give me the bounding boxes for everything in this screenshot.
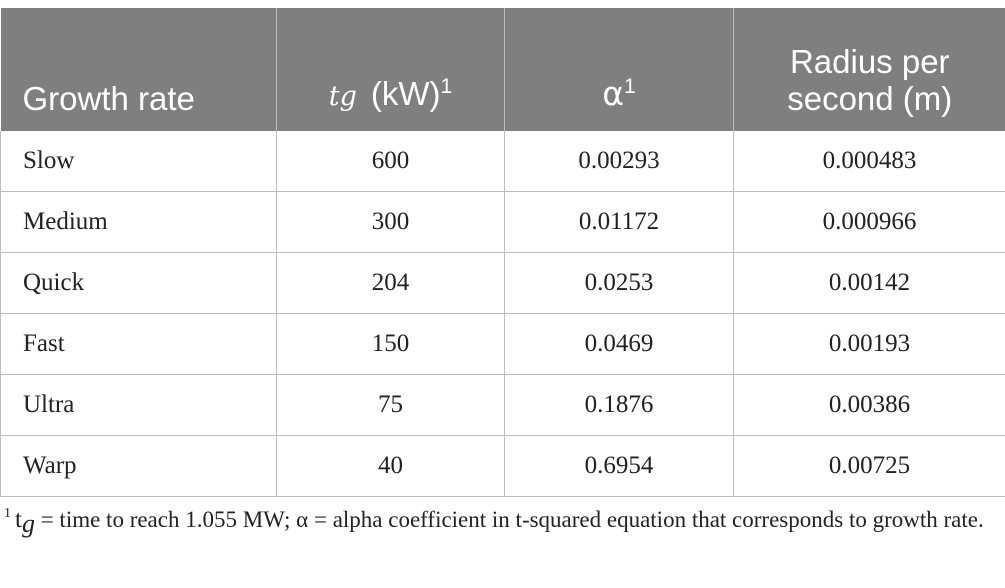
cell-growth-rate: Fast (0, 313, 277, 375)
footnote-text: = time to reach 1.055 MW; α = alpha coef… (34, 507, 984, 532)
cell-growth-rate: Quick (0, 252, 277, 314)
alpha-footnote-marker: 1 (624, 75, 636, 98)
cell-tg: 150 (276, 313, 505, 375)
header-row: Growth rate tg (kW)1 α1 Radius per second … (0, 8, 1005, 131)
cell-growth-rate: Slow (0, 131, 277, 192)
cell-radius: 0.00193 (733, 313, 1005, 375)
cell-alpha: 0.1876 (504, 374, 734, 436)
table-row: Medium 300 0.01172 0.000966 (0, 191, 1005, 253)
tg-unit: (kW) (370, 75, 441, 112)
footnote-tg-t: t (15, 506, 22, 533)
cell-alpha: 0.01172 (504, 191, 734, 253)
header-alpha: α1 (504, 8, 734, 131)
table-row: Fast 150 0.0469 0.00193 (0, 313, 1005, 375)
header-radius: Radius per second (m) (733, 8, 1005, 131)
cell-tg: 40 (276, 435, 505, 497)
cell-radius: 0.000483 (733, 131, 1005, 192)
cell-tg: 204 (276, 252, 505, 314)
header-growth-rate: Growth rate (0, 8, 277, 131)
cell-growth-rate: Ultra (0, 374, 277, 436)
cell-growth-rate: Warp (0, 435, 277, 497)
cell-radius: 0.000966 (733, 191, 1005, 253)
cell-alpha: 0.6954 (504, 435, 734, 497)
table-header: Growth rate tg (kW)1 α1 Radius per second … (0, 8, 1005, 131)
cell-radius: 0.00142 (733, 252, 1005, 314)
table-row: Ultra 75 0.1876 0.00386 (0, 374, 1005, 436)
alpha-symbol: α (602, 74, 625, 113)
tg-footnote-marker: 1 (440, 75, 453, 98)
cell-tg: 600 (276, 131, 505, 192)
cell-alpha: 0.0253 (504, 252, 734, 314)
table-body: Slow 600 0.00293 0.000483 Medium 300 0.0… (0, 131, 1005, 497)
growth-rate-table: Growth rate tg (kW)1 α1 Radius per second … (0, 8, 1005, 497)
footnote-marker: 1 (4, 506, 11, 521)
cell-alpha: 0.0469 (504, 313, 734, 375)
table-row: Warp 40 0.6954 0.00725 (0, 435, 1005, 497)
cell-growth-rate: Medium (0, 191, 277, 253)
cell-tg: 75 (276, 374, 505, 436)
footnote-tg-g: g (21, 509, 35, 538)
header-tg: tg (kW)1 (276, 8, 505, 131)
cell-radius: 0.00386 (733, 374, 1005, 436)
table-row: Slow 600 0.00293 0.000483 (0, 131, 1005, 192)
tg-symbol: tg (328, 81, 357, 112)
table-row: Quick 204 0.0253 0.00142 (0, 252, 1005, 314)
cell-alpha: 0.00293 (504, 131, 734, 192)
cell-radius: 0.00725 (733, 435, 1005, 497)
cell-tg: 300 (276, 191, 505, 253)
table-footnote: 1 tg = time to reach 1.055 MW; α = alpha … (4, 503, 1000, 540)
